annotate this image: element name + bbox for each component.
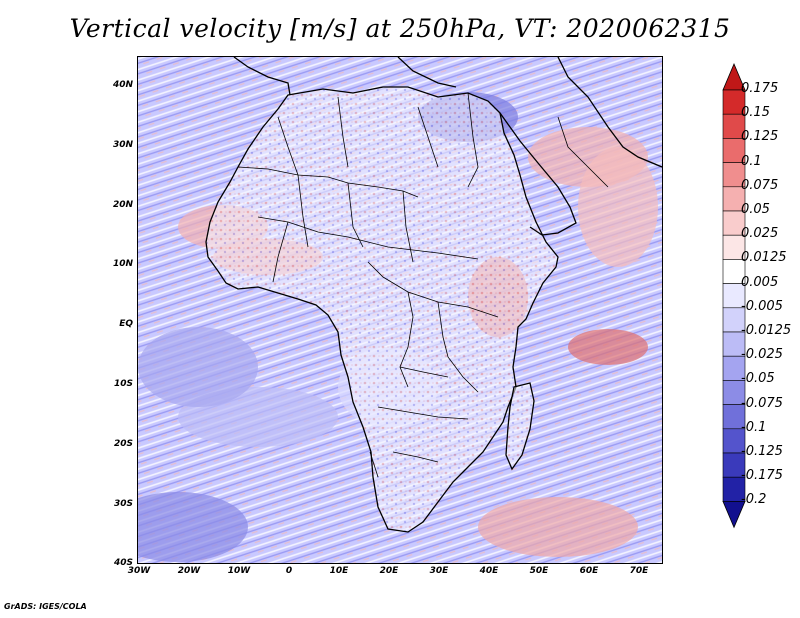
- lat-tick-label: EQ: [119, 319, 133, 330]
- colorbar-label: -0.0125: [741, 323, 792, 338]
- credit-text: GrADS: IGES/COLA: [4, 602, 87, 611]
- lon-tick-label: 50E: [529, 566, 549, 576]
- velocity-patch: [568, 329, 648, 365]
- lon-tick-label: 0: [285, 566, 293, 576]
- lat-tick-label: 40S: [113, 558, 133, 569]
- colorbar-label: 0.1: [741, 153, 762, 169]
- map-canvas: [138, 57, 662, 563]
- colorbar-label: 0.005: [741, 274, 779, 290]
- chart-title: Vertical velocity [m/s] at 250hPa, VT: 2…: [69, 14, 731, 43]
- map-panel: [137, 56, 663, 564]
- colorbar-label: -0.075: [741, 395, 783, 411]
- lon-tick-label: 40E: [479, 566, 499, 576]
- colorbar-label: -0.175: [741, 468, 783, 484]
- lon-tick-label: 30E: [429, 566, 449, 576]
- colorbar-label: 0.15: [741, 105, 770, 121]
- velocity-patch: [138, 327, 258, 407]
- lon-tick-label: 10E: [329, 566, 349, 576]
- colorbar-label: 0.05: [741, 202, 770, 217]
- lat-tick-label: 10S: [113, 379, 133, 389]
- lon-tick-label: 30W: [127, 566, 151, 576]
- colorbar-label: -0.025: [741, 347, 783, 363]
- lon-tick-label: 10W: [227, 566, 251, 576]
- colorbar-label: 0.125: [741, 129, 779, 145]
- velocity-patch: [578, 147, 658, 267]
- velocity-patch: [478, 497, 638, 557]
- velocity-patch: [138, 492, 248, 562]
- lat-tick-label: 20N: [112, 199, 133, 210]
- lat-tick-label: 40N: [112, 80, 133, 90]
- colorbar-label: -0.05: [741, 371, 775, 387]
- madagascar-outline: [505, 382, 535, 471]
- lat-tick-label: 10N: [112, 259, 133, 270]
- colorbar-label: -0.2: [741, 492, 767, 508]
- coastline: [205, 57, 662, 533]
- colorbar-label: 0.075: [741, 177, 779, 193]
- lat-tick-label: 30N: [112, 139, 133, 150]
- lat-tick-label: 30S: [113, 498, 133, 509]
- colorbar-label: 0.175: [741, 81, 779, 96]
- lon-tick-label: 20E: [379, 566, 399, 576]
- colorbar-label: 0.0125: [741, 250, 787, 266]
- lon-tick-label: 60E: [579, 566, 599, 576]
- colorbar-label: -0.125: [741, 444, 783, 459]
- lon-tick-label: 20W: [177, 566, 201, 576]
- africa-outline: [205, 86, 559, 533]
- colorbar-label: 0.025: [741, 226, 779, 242]
- colorbar-label: -0.005: [741, 298, 783, 314]
- colorbar: [722, 62, 746, 529]
- lon-tick-label: 70E: [629, 566, 649, 576]
- lat-tick-label: 20S: [113, 438, 133, 449]
- country-borders: [237, 92, 609, 478]
- colorbar-label: -0.1: [741, 419, 767, 435]
- colorbar-bottom-arrow: [722, 500, 746, 529]
